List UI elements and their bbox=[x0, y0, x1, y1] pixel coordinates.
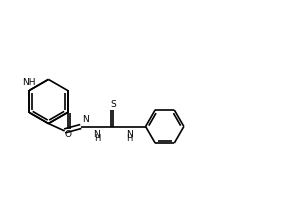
Text: N: N bbox=[94, 130, 100, 139]
Text: NH: NH bbox=[22, 78, 36, 87]
Text: H: H bbox=[94, 134, 100, 143]
Text: H: H bbox=[126, 134, 133, 143]
Text: N: N bbox=[126, 130, 133, 139]
Text: S: S bbox=[110, 100, 116, 109]
Text: O: O bbox=[64, 130, 71, 139]
Text: N: N bbox=[82, 115, 89, 124]
